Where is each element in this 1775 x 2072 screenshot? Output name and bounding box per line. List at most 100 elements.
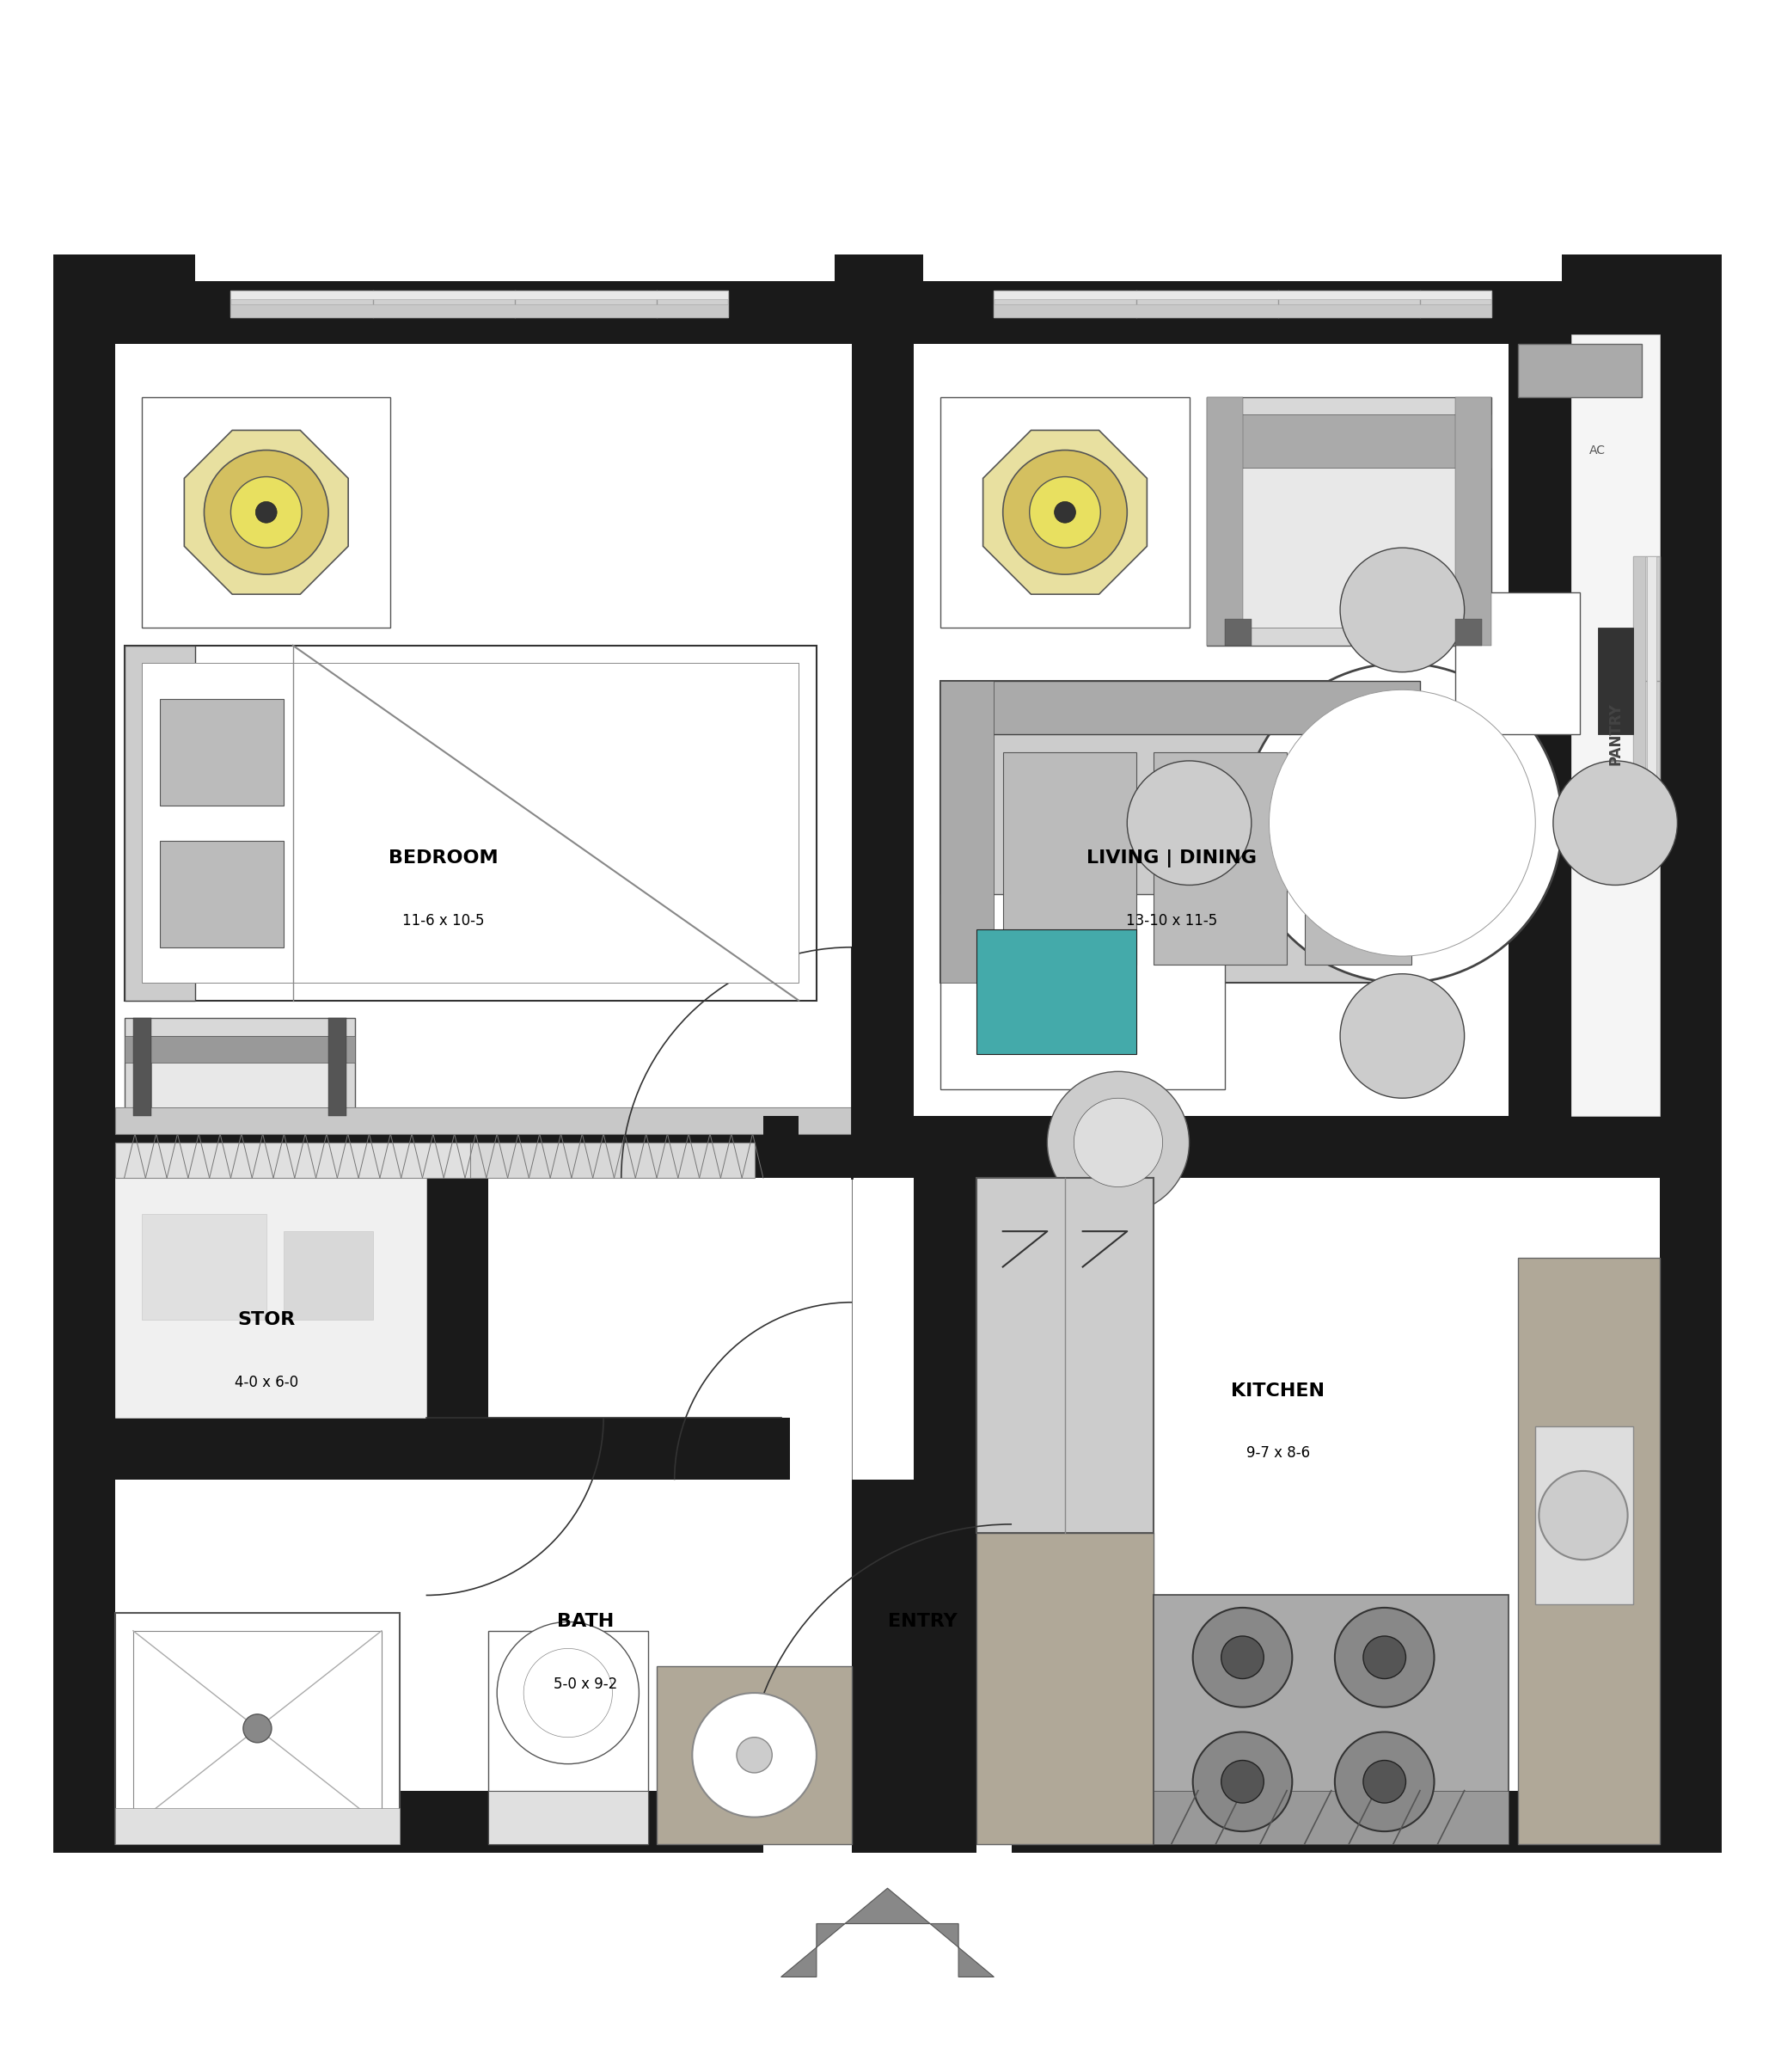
Bar [115, 1179, 426, 1417]
Bar [1234, 433, 1456, 628]
Bar [1207, 398, 1242, 644]
Text: AC: AC [1589, 443, 1606, 456]
Bar [1456, 620, 1482, 644]
Bar [914, 1117, 1589, 1179]
Bar [124, 644, 817, 1001]
Text: KITCHEN: KITCHEN [1232, 1382, 1324, 1401]
Bar [1305, 752, 1411, 966]
Bar [160, 841, 284, 947]
Text: 5-0 x 9-2: 5-0 x 9-2 [554, 1676, 618, 1691]
Bar [1207, 414, 1491, 468]
Bar [231, 305, 728, 317]
Bar [328, 1017, 346, 1117]
Bar [1509, 1117, 1713, 1179]
Bar [142, 663, 799, 982]
Bar [1509, 282, 1571, 1117]
Bar [1535, 1428, 1633, 1604]
Bar [941, 682, 994, 982]
Bar [53, 1790, 763, 1852]
Circle shape [243, 1714, 272, 1743]
Bar [53, 282, 1722, 344]
Bar [142, 398, 391, 628]
Bar [115, 1106, 852, 1133]
Circle shape [1242, 663, 1562, 982]
Circle shape [1340, 974, 1464, 1098]
Bar [133, 1631, 382, 1825]
Bar [1598, 628, 1633, 733]
Bar [115, 1809, 399, 1844]
Bar [1456, 398, 1491, 644]
Bar [834, 255, 923, 290]
Circle shape [1553, 760, 1677, 885]
Text: 4-0 x 6-0: 4-0 x 6-0 [234, 1374, 298, 1390]
Bar [1456, 593, 1580, 733]
Circle shape [231, 477, 302, 547]
Circle shape [1193, 1732, 1292, 1832]
Bar [852, 1479, 914, 1852]
Bar [426, 1117, 488, 1417]
Circle shape [1003, 450, 1127, 574]
Bar [763, 1117, 799, 1179]
Bar [53, 255, 195, 290]
Bar [914, 1169, 976, 1852]
Bar [160, 698, 284, 806]
Bar [976, 930, 1136, 1055]
Bar [1647, 557, 1656, 823]
Circle shape [1193, 1608, 1292, 1707]
Text: ENTRY: ENTRY [888, 1614, 959, 1631]
Bar [994, 305, 1491, 317]
Circle shape [737, 1736, 772, 1774]
Circle shape [1029, 477, 1100, 547]
Bar [1518, 344, 1642, 398]
Bar [1225, 620, 1251, 644]
Bar [994, 290, 1491, 317]
Text: 9-7 x 8-6: 9-7 x 8-6 [1246, 1446, 1310, 1461]
Bar [115, 1117, 861, 1179]
Circle shape [1074, 1098, 1163, 1187]
Circle shape [1363, 1761, 1406, 1803]
Bar [941, 893, 1225, 1090]
Polygon shape [185, 431, 348, 595]
Bar [1154, 1790, 1509, 1844]
Circle shape [1047, 1071, 1189, 1214]
Bar [976, 1179, 1154, 1533]
Polygon shape [983, 431, 1147, 595]
Bar [284, 1231, 373, 1320]
Bar [151, 1036, 328, 1106]
Bar [470, 1142, 754, 1179]
Text: STOR: STOR [238, 1312, 295, 1328]
Text: BATH: BATH [557, 1614, 614, 1631]
Bar [488, 1790, 648, 1844]
Circle shape [1221, 1637, 1264, 1678]
Bar [1633, 557, 1660, 823]
Circle shape [1221, 1761, 1264, 1803]
Bar [115, 1142, 470, 1179]
Circle shape [497, 1622, 639, 1763]
Bar [1012, 1790, 1722, 1852]
Bar [124, 644, 195, 1001]
Bar [133, 1017, 151, 1117]
Bar [124, 1017, 355, 1117]
Circle shape [1363, 1637, 1406, 1678]
Bar [53, 290, 1722, 1852]
Circle shape [1539, 1471, 1628, 1560]
Text: LIVING | DINING: LIVING | DINING [1086, 850, 1257, 868]
Bar [115, 1417, 790, 1479]
Circle shape [1054, 501, 1076, 522]
Circle shape [1269, 690, 1535, 955]
Bar [124, 1036, 355, 1063]
Bar [1571, 336, 1660, 1117]
Bar [941, 682, 1420, 733]
Circle shape [256, 501, 277, 522]
Text: BEDROOM: BEDROOM [389, 850, 499, 866]
Text: 11-6 x 10-5: 11-6 x 10-5 [403, 914, 485, 928]
Bar [1660, 282, 1722, 1852]
Bar [976, 1533, 1154, 1844]
Bar [1003, 752, 1136, 966]
Circle shape [1335, 1608, 1434, 1707]
Bar [142, 1214, 266, 1320]
Bar [488, 1631, 648, 1844]
Bar [1154, 1595, 1509, 1844]
Bar [1518, 1258, 1660, 1844]
Bar [1633, 557, 1645, 823]
